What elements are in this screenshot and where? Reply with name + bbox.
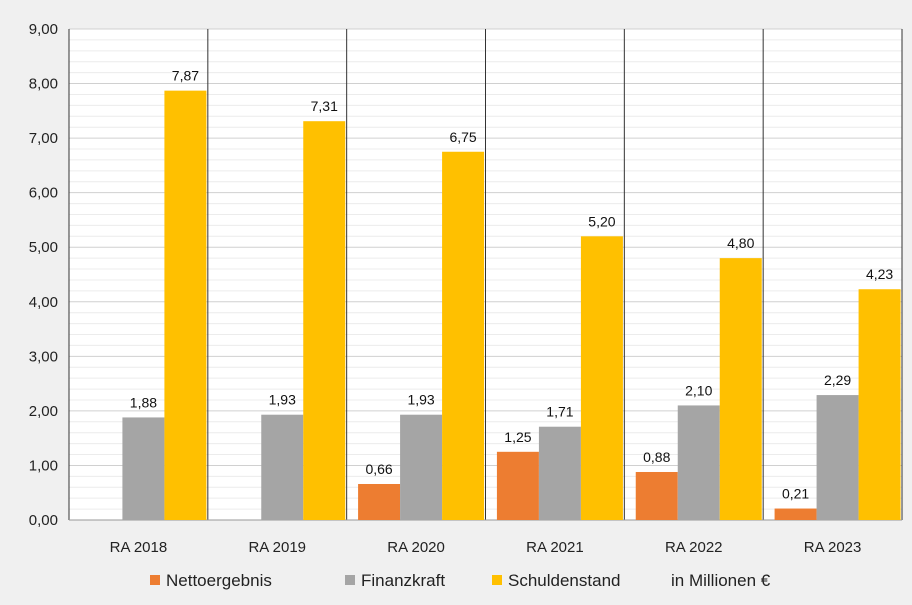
- bar-nettoergebnis: [358, 483, 401, 520]
- data-label: 2,29: [824, 372, 851, 388]
- data-label: 1,93: [269, 392, 296, 408]
- y-tick-label: 9,00: [29, 21, 58, 38]
- y-tick-label: 3,00: [29, 348, 58, 365]
- bar-finanzkraft: [400, 414, 443, 520]
- data-label: 7,31: [311, 98, 338, 114]
- data-label: 1,71: [546, 404, 573, 420]
- y-tick-label: 0,00: [29, 512, 58, 529]
- bar-finanzkraft: [122, 417, 165, 520]
- data-label: 5,20: [588, 213, 615, 229]
- bar-schuldenstand: [303, 121, 346, 521]
- y-tick-label: 4,00: [29, 294, 58, 311]
- x-tick-label: RA 2018: [110, 539, 168, 556]
- bar-schuldenstand: [858, 289, 901, 520]
- bar-schuldenstand: [164, 90, 207, 521]
- x-tick-label: RA 2019: [248, 539, 306, 556]
- data-label: 4,23: [866, 266, 893, 282]
- data-label: 0,66: [365, 461, 392, 477]
- bar-finanzkraft: [816, 395, 859, 520]
- bar-schuldenstand: [719, 258, 762, 520]
- data-label: 7,87: [172, 68, 199, 84]
- bar-finanzkraft: [261, 414, 304, 520]
- data-label: 0,21: [782, 486, 809, 502]
- legend-swatch: [345, 575, 355, 585]
- data-label: 0,88: [643, 449, 670, 465]
- legend-swatch: [150, 575, 160, 585]
- legend-swatch: [492, 575, 502, 585]
- data-label: 1,25: [504, 429, 531, 445]
- bar-schuldenstand: [580, 236, 623, 521]
- bar-finanzkraft: [538, 426, 581, 520]
- data-label: 4,80: [727, 235, 754, 251]
- y-tick-label: 2,00: [29, 403, 58, 420]
- data-label: 1,88: [130, 394, 157, 410]
- data-label: 6,75: [449, 129, 476, 145]
- y-tick-label: 8,00: [29, 76, 58, 93]
- x-tick-label: RA 2022: [665, 539, 723, 556]
- data-label: 1,93: [407, 392, 434, 408]
- x-tick-label: RA 2023: [804, 539, 862, 556]
- y-tick-label: 5,00: [29, 239, 58, 256]
- legend-unit-note: in Millionen €: [671, 571, 771, 590]
- y-tick-label: 7,00: [29, 130, 58, 147]
- legend-label: Schuldenstand: [508, 571, 620, 590]
- bar-nettoergebnis: [774, 508, 817, 520]
- bar-nettoergebnis: [635, 471, 678, 520]
- y-tick-label: 1,00: [29, 457, 58, 474]
- bar-schuldenstand: [442, 151, 485, 520]
- x-tick-label: RA 2021: [526, 539, 584, 556]
- legend-label: Nettoergebnis: [166, 571, 272, 590]
- y-tick-label: 6,00: [29, 185, 58, 202]
- data-label: 2,10: [685, 382, 712, 398]
- bar-finanzkraft: [677, 405, 720, 520]
- x-tick-label: RA 2020: [387, 539, 445, 556]
- bar-nettoergebnis: [496, 451, 539, 520]
- legend-label: Finanzkraft: [361, 571, 445, 590]
